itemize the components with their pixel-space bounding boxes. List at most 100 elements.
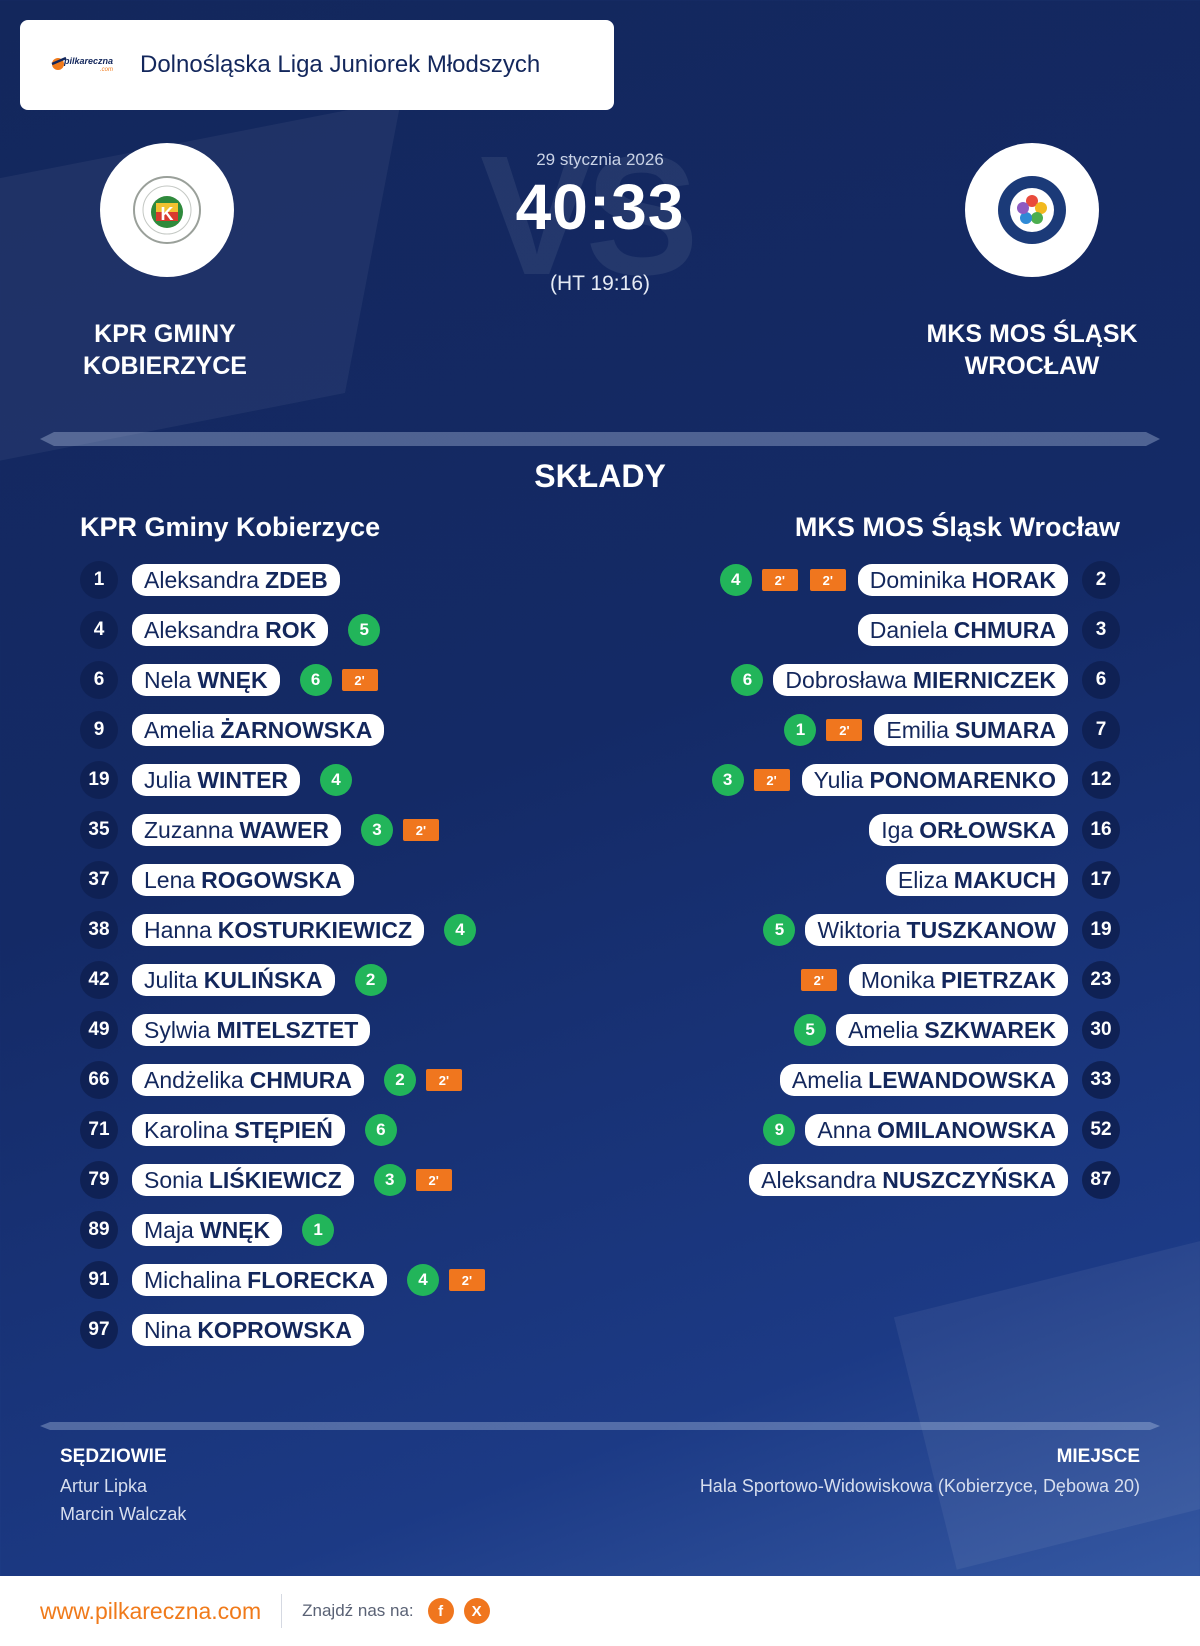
player-row: 4 2' 2' Dominika HORAK 2	[712, 555, 1120, 605]
player-first-name: Emilia	[886, 716, 950, 743]
player-last-name: TUSZKANOW	[906, 916, 1056, 943]
venue-text: Hala Sportowo-Widowiskowa (Kobierzyce, D…	[699, 1476, 1140, 1496]
player-last-name: KOPROWSKA	[197, 1316, 352, 1343]
divider	[40, 432, 1160, 446]
background-shape	[893, 1230, 1200, 1570]
player-row: 9 Anna OMILANOWSKA 52	[712, 1105, 1120, 1155]
vs-watermark: VS	[480, 121, 699, 311]
player-last-name: STĘPIEŃ	[234, 1116, 333, 1143]
suspension-badge: 2'	[753, 769, 790, 791]
player-row: 42 Julita KULIŃSKA 2	[80, 955, 485, 1005]
player-last-name: SUMARA	[955, 716, 1056, 743]
player-row: 38 Hanna KOSTURKIEWICZ 4	[80, 905, 485, 955]
player-number: 79	[80, 1161, 118, 1199]
player-row: 6 Nela WNĘK 6 2'	[80, 655, 485, 705]
player-name: Nina KOPROWSKA	[132, 1314, 364, 1346]
player-name: Amelia LEWANDOWSKA	[779, 1064, 1068, 1096]
goals-badge: 4	[444, 914, 476, 946]
player-first-name: Hanna	[144, 916, 212, 943]
player-first-name: Sonia	[144, 1166, 203, 1193]
player-number: 38	[80, 911, 118, 949]
player-number: 49	[80, 1011, 118, 1049]
player-first-name: Dominika	[869, 566, 966, 593]
player-row: 5 Amelia SZKWAREK 30	[712, 1005, 1120, 1055]
player-last-name: PONOMARENKO	[869, 766, 1056, 793]
player-first-name: Nela	[144, 666, 192, 693]
player-name: Zuzanna WAWER	[132, 814, 341, 846]
player-first-name: Aleksandra	[144, 566, 260, 593]
pilkareczna-logo: pilkareczna .com	[50, 52, 122, 78]
player-name: Aleksandra ZDEB	[132, 564, 340, 596]
player-row: 1 Aleksandra ZDEB	[80, 555, 485, 605]
player-last-name: OMILANOWSKA	[877, 1116, 1056, 1143]
player-name: Yulia PONOMARENKO	[801, 764, 1068, 796]
player-row: 6 Dobrosława MIERNICZEK 6	[712, 655, 1120, 705]
league-title: Dolnośląska Liga Juniorek Młodszych	[140, 51, 541, 78]
player-name: Amelia ŻARNOWSKA	[132, 714, 385, 746]
goals-badge: 5	[794, 1014, 827, 1046]
player-number: 9	[80, 711, 118, 749]
facebook-icon[interactable]: f	[427, 1598, 454, 1624]
halftime-score: (HT 19:16)	[550, 272, 650, 295]
player-number: 16	[1082, 811, 1120, 849]
player-row: 49 Sylwia MITELSZTET	[80, 1005, 485, 1055]
goals-badge: 2	[383, 1064, 416, 1096]
player-number: 42	[80, 961, 118, 999]
player-last-name: WINTER	[197, 766, 289, 793]
player-last-name: PIETRZAK	[941, 966, 1056, 993]
match-date: 29 stycznia 2026	[536, 150, 664, 169]
player-first-name: Aleksandra	[761, 1166, 877, 1193]
player-first-name: Zuzanna	[144, 816, 234, 843]
divider	[40, 1422, 1160, 1430]
player-first-name: Julia	[144, 766, 192, 793]
player-first-name: Julita	[144, 966, 198, 993]
player-last-name: KULIŃSKA	[203, 966, 323, 993]
player-number: 37	[80, 861, 118, 899]
player-name: Sonia LIŚKIEWICZ	[132, 1164, 354, 1196]
player-number: 87	[1082, 1161, 1120, 1199]
website-link[interactable]: www.pilkareczna.com	[40, 1597, 262, 1624]
goals-badge: 5	[763, 914, 796, 946]
goals-badge: 3	[360, 814, 393, 846]
player-last-name: CHMURA	[249, 1066, 352, 1093]
player-first-name: Anna	[817, 1116, 872, 1143]
player-first-name: Dobrosława	[785, 666, 907, 693]
player-name: Aleksandra NUSZCZYŃSKA	[749, 1164, 1068, 1196]
suspension-badge: 2'	[761, 569, 798, 591]
referees-label: SĘDZIOWIE	[60, 1446, 167, 1467]
player-first-name: Lena	[144, 866, 196, 893]
goals-badge: 3	[373, 1164, 406, 1196]
player-number: 2	[1082, 561, 1120, 599]
final-score: 40:33	[515, 171, 685, 243]
player-name: Sylwia MITELSZTET	[132, 1014, 371, 1046]
player-name: Emilia SUMARA	[874, 714, 1068, 746]
player-number: 6	[80, 661, 118, 699]
player-number: 33	[1082, 1061, 1120, 1099]
player-row: Amelia LEWANDOWSKA 33	[712, 1055, 1120, 1105]
suspension-badge: 2'	[415, 1169, 452, 1191]
player-name: Maja WNĘK	[132, 1214, 283, 1246]
player-name: Julita KULIŃSKA	[132, 964, 335, 996]
player-last-name: ZDEB	[265, 566, 328, 593]
player-last-name: LIŚKIEWICZ	[208, 1166, 342, 1193]
away-team-logo	[965, 143, 1099, 277]
x-icon[interactable]: X	[463, 1598, 490, 1624]
player-last-name: ORŁOWSKA	[919, 816, 1056, 843]
find-us-label: Znajdź nas na:	[302, 1601, 414, 1620]
goals-badge: 9	[763, 1114, 796, 1146]
goals-badge: 1	[302, 1214, 335, 1246]
player-number: 17	[1082, 861, 1120, 899]
home-team-logo: K	[100, 143, 234, 277]
player-last-name: WAWER	[239, 816, 329, 843]
player-last-name: SZKWAREK	[924, 1016, 1056, 1043]
player-row: 1 2' Emilia SUMARA 7	[712, 705, 1120, 755]
goals-badge: 4	[406, 1264, 439, 1296]
player-name: Monika PIETRZAK	[848, 964, 1068, 996]
goals-badge: 4	[719, 564, 752, 596]
player-row: 66 Andżelika CHMURA 2 2'	[80, 1055, 485, 1105]
player-name: Wiktoria TUSZKANOW	[805, 914, 1068, 946]
goals-badge: 6	[364, 1114, 397, 1146]
player-number: 30	[1082, 1011, 1120, 1049]
player-name: Aleksandra ROK	[132, 614, 329, 646]
home-team-name: KPR GMINY KOBIERZYCE	[83, 320, 247, 380]
